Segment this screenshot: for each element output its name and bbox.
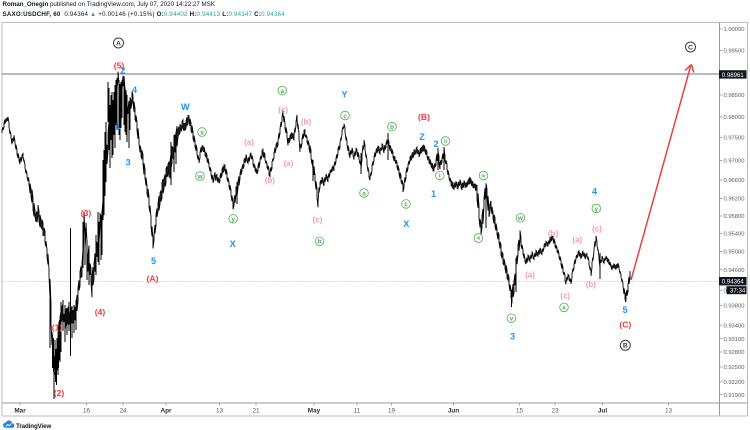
svg-text:4: 4 bbox=[592, 187, 598, 197]
svg-text:0.94600: 0.94600 bbox=[724, 268, 745, 274]
svg-text:21: 21 bbox=[252, 408, 260, 415]
svg-text:4: 4 bbox=[132, 85, 138, 95]
svg-text:(3): (3) bbox=[81, 208, 92, 218]
svg-text:13: 13 bbox=[216, 408, 224, 415]
svg-text:(1): (1) bbox=[52, 323, 63, 333]
svg-text:(A): (A) bbox=[147, 274, 159, 284]
svg-text:Jul: Jul bbox=[598, 408, 607, 415]
svg-text:W: W bbox=[181, 102, 190, 112]
svg-text:0.93100: 0.93100 bbox=[724, 337, 745, 343]
svg-text:37:34: 37:34 bbox=[730, 288, 746, 295]
svg-text:0.96200: 0.96200 bbox=[724, 197, 745, 203]
svg-text:0.92500: 0.92500 bbox=[724, 365, 745, 371]
svg-text:11: 11 bbox=[354, 408, 361, 415]
svg-text:24: 24 bbox=[119, 408, 127, 415]
svg-text:(a): (a) bbox=[572, 236, 582, 245]
svg-text:iii: iii bbox=[477, 236, 481, 241]
svg-text:5: 5 bbox=[622, 305, 627, 315]
svg-text:0.95000: 0.95000 bbox=[724, 250, 745, 256]
svg-text:TradingView: TradingView bbox=[16, 423, 52, 430]
svg-text:(c): (c) bbox=[560, 291, 570, 300]
svg-text:0.92800: 0.92800 bbox=[724, 350, 745, 356]
svg-text:3: 3 bbox=[125, 157, 130, 167]
svg-text:i: i bbox=[439, 173, 441, 180]
svg-text:Z: Z bbox=[419, 132, 425, 142]
svg-text:b: b bbox=[318, 239, 322, 246]
svg-text:(a): (a) bbox=[244, 138, 254, 147]
svg-text:X: X bbox=[403, 219, 410, 229]
svg-text:a: a bbox=[362, 190, 366, 197]
svg-text:y: y bbox=[594, 206, 598, 213]
svg-text:2: 2 bbox=[120, 66, 125, 76]
svg-text:0.98961: 0.98961 bbox=[722, 72, 745, 79]
svg-text:15: 15 bbox=[516, 408, 524, 415]
svg-text:0.95800: 0.95800 bbox=[724, 214, 745, 220]
svg-text:x: x bbox=[562, 305, 566, 312]
svg-text:(c): (c) bbox=[278, 106, 288, 115]
svg-text:c: c bbox=[404, 201, 408, 208]
svg-text:y: y bbox=[231, 216, 235, 223]
svg-text:Mar: Mar bbox=[14, 408, 26, 415]
svg-text:ii: ii bbox=[444, 139, 447, 145]
svg-text:0.96600: 0.96600 bbox=[724, 178, 745, 184]
svg-text:(4): (4) bbox=[95, 307, 106, 317]
svg-text:1: 1 bbox=[431, 189, 436, 199]
svg-text:13: 13 bbox=[665, 408, 673, 415]
svg-text:(2): (2) bbox=[54, 388, 65, 398]
svg-text:0.99500: 0.99500 bbox=[724, 49, 745, 55]
svg-text:a: a bbox=[280, 88, 284, 95]
svg-text:0.91900: 0.91900 bbox=[724, 393, 745, 399]
svg-text:1: 1 bbox=[115, 121, 120, 131]
svg-text:0.92200: 0.92200 bbox=[724, 380, 745, 386]
svg-text:(a): (a) bbox=[284, 159, 294, 168]
svg-text:0.98000: 0.98000 bbox=[724, 115, 745, 121]
svg-text:(B): (B) bbox=[418, 112, 430, 122]
svg-text:Apr: Apr bbox=[160, 408, 172, 415]
svg-text:1.00000: 1.00000 bbox=[724, 27, 745, 33]
svg-text:B: B bbox=[623, 343, 628, 350]
svg-text:(b): (b) bbox=[586, 280, 597, 289]
svg-text:v: v bbox=[510, 316, 514, 323]
svg-text:c: c bbox=[343, 113, 347, 120]
svg-text:Y: Y bbox=[341, 90, 347, 100]
svg-text:16: 16 bbox=[83, 408, 91, 415]
svg-text:(5): (5) bbox=[114, 60, 125, 70]
svg-text:0.97000: 0.97000 bbox=[724, 159, 745, 165]
svg-text:C: C bbox=[688, 44, 693, 51]
svg-text:iv: iv bbox=[481, 173, 485, 179]
svg-text:(c): (c) bbox=[313, 216, 323, 225]
svg-text:May: May bbox=[308, 408, 321, 415]
svg-text:Jun: Jun bbox=[448, 408, 459, 415]
svg-text:x: x bbox=[200, 129, 204, 136]
svg-text:0.97500: 0.97500 bbox=[724, 136, 745, 142]
svg-text:(a): (a) bbox=[525, 271, 535, 280]
svg-text:0.95400: 0.95400 bbox=[724, 232, 745, 238]
svg-text:0.94364: 0.94364 bbox=[722, 279, 745, 286]
svg-text:0.93800: 0.93800 bbox=[724, 304, 745, 310]
svg-text:w: w bbox=[196, 173, 203, 180]
svg-text:(b): (b) bbox=[265, 176, 276, 185]
svg-text:2: 2 bbox=[433, 139, 438, 149]
svg-text:X: X bbox=[230, 239, 237, 249]
svg-text:b: b bbox=[390, 124, 394, 131]
svg-text:23: 23 bbox=[551, 408, 559, 415]
svg-text:5: 5 bbox=[151, 256, 156, 266]
svg-text:19: 19 bbox=[388, 408, 396, 415]
svg-text:0.93400: 0.93400 bbox=[724, 323, 745, 329]
svg-text:w: w bbox=[517, 215, 524, 222]
svg-text:(c): (c) bbox=[592, 224, 602, 233]
svg-text:0.98500: 0.98500 bbox=[724, 93, 745, 99]
svg-text:A: A bbox=[116, 40, 121, 47]
svg-text:3: 3 bbox=[510, 331, 515, 341]
svg-text:(b): (b) bbox=[548, 229, 559, 238]
svg-text:(C): (C) bbox=[619, 320, 631, 330]
svg-text:(b): (b) bbox=[301, 117, 312, 126]
